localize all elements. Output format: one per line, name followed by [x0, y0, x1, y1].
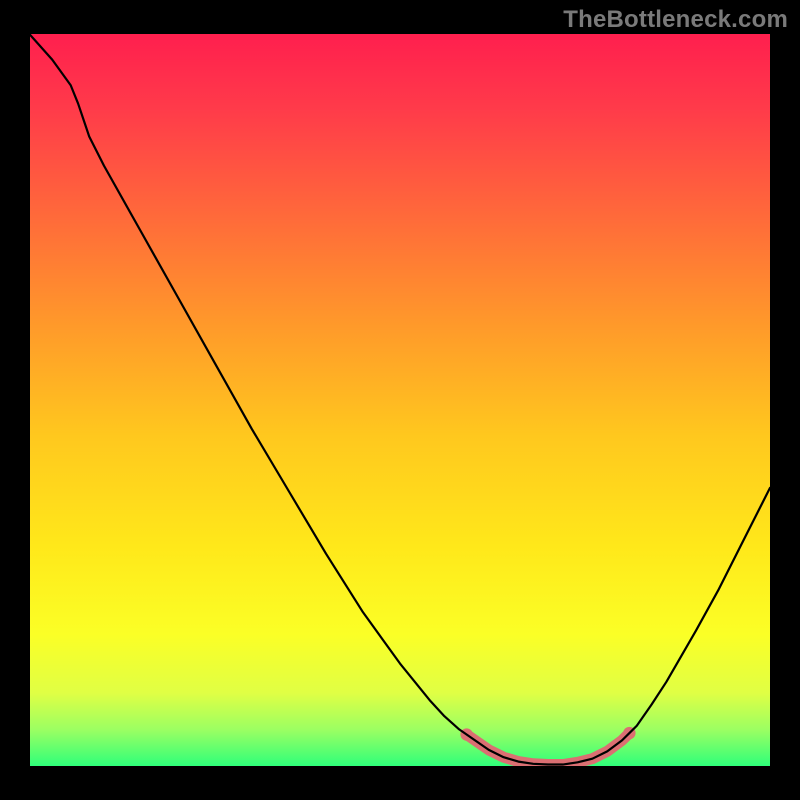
chart-container: TheBottleneck.com [0, 0, 800, 800]
watermark-text: TheBottleneck.com [563, 6, 788, 34]
plot-area [30, 34, 770, 766]
bottleneck-curve [30, 34, 770, 766]
